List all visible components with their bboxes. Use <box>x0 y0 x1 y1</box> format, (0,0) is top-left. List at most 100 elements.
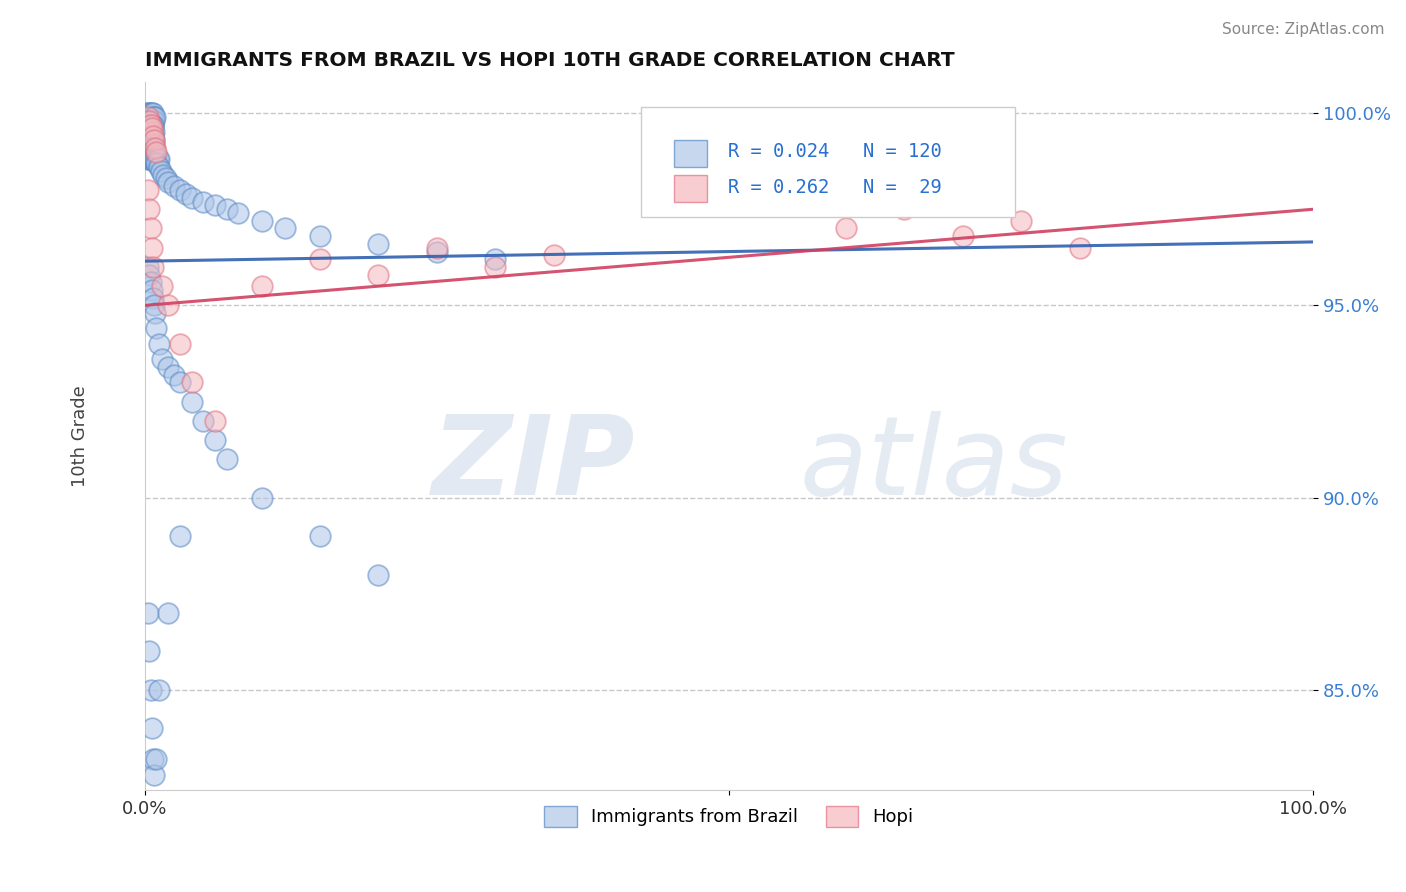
Point <box>142 118 165 132</box>
Point <box>141 129 163 144</box>
Point <box>426 241 449 255</box>
Point <box>204 433 226 447</box>
Point <box>138 110 160 124</box>
Point <box>143 153 166 167</box>
Point <box>367 236 389 251</box>
Point <box>484 260 506 274</box>
Point <box>148 682 170 697</box>
Point <box>136 260 159 274</box>
Point <box>143 767 166 781</box>
Point <box>143 133 166 147</box>
Point <box>138 118 160 132</box>
Point <box>142 136 165 151</box>
Point <box>138 153 160 167</box>
Point <box>145 752 167 766</box>
Point <box>141 125 163 139</box>
Point <box>143 148 166 162</box>
Point <box>143 113 166 128</box>
Point <box>138 113 160 128</box>
Point <box>138 141 160 155</box>
Point <box>143 298 166 312</box>
Point <box>141 133 163 147</box>
Point <box>138 125 160 139</box>
Point <box>143 110 166 124</box>
Point <box>835 221 858 235</box>
FancyBboxPatch shape <box>673 175 707 202</box>
Point <box>143 153 166 167</box>
Point <box>136 110 159 124</box>
Point <box>142 118 165 132</box>
Point <box>142 125 165 139</box>
Point <box>274 221 297 235</box>
Point <box>139 129 162 144</box>
Point <box>138 121 160 136</box>
Point <box>142 110 165 124</box>
Point <box>309 229 332 244</box>
Point <box>142 106 165 120</box>
Point <box>142 291 165 305</box>
Point <box>952 229 974 244</box>
Point <box>169 336 191 351</box>
Point <box>204 198 226 212</box>
Point <box>136 113 159 128</box>
Point <box>142 752 165 766</box>
Y-axis label: 10th Grade: 10th Grade <box>72 385 89 487</box>
Point <box>136 118 159 132</box>
Point <box>141 110 163 124</box>
Point <box>136 106 159 120</box>
Point <box>180 191 202 205</box>
Point <box>138 113 160 128</box>
Point <box>250 491 273 505</box>
Text: ZIP: ZIP <box>432 411 636 518</box>
Point <box>141 118 163 132</box>
Point <box>155 171 177 186</box>
Legend: Immigrants from Brazil, Hopi: Immigrants from Brazil, Hopi <box>537 798 921 834</box>
Point <box>143 136 166 151</box>
Text: atlas: atlas <box>799 411 1067 518</box>
Point <box>136 125 159 139</box>
Point <box>139 682 162 697</box>
Point <box>145 153 167 167</box>
Point <box>157 298 180 312</box>
Point <box>215 202 238 217</box>
Point <box>157 606 180 620</box>
Point <box>139 106 162 120</box>
Point <box>309 529 332 543</box>
Point <box>138 145 160 159</box>
Point <box>141 121 163 136</box>
Point <box>139 121 162 136</box>
Point <box>139 133 162 147</box>
Point <box>163 179 186 194</box>
Point <box>139 113 162 128</box>
Point <box>142 260 165 274</box>
Point <box>141 141 163 155</box>
Point <box>136 110 159 124</box>
Point <box>138 133 160 147</box>
Text: R = 0.024   N = 120: R = 0.024 N = 120 <box>728 142 942 161</box>
FancyBboxPatch shape <box>641 107 1015 217</box>
Point <box>139 141 162 155</box>
Point <box>180 394 202 409</box>
Point <box>146 153 169 167</box>
Point <box>136 121 159 136</box>
Point <box>139 136 162 151</box>
Point <box>136 153 159 167</box>
Point <box>142 153 165 167</box>
Point <box>367 268 389 282</box>
Point <box>145 145 167 159</box>
Point <box>141 722 163 736</box>
Point <box>139 221 162 235</box>
Point <box>1069 241 1091 255</box>
Point <box>142 141 165 155</box>
Point <box>150 352 173 367</box>
Point <box>367 567 389 582</box>
Point <box>157 175 180 189</box>
Point <box>142 129 165 144</box>
Point <box>484 252 506 267</box>
Point <box>148 336 170 351</box>
Point <box>193 194 215 209</box>
Point <box>426 244 449 259</box>
Point <box>139 275 162 289</box>
Point <box>148 160 170 174</box>
Point <box>142 133 165 147</box>
